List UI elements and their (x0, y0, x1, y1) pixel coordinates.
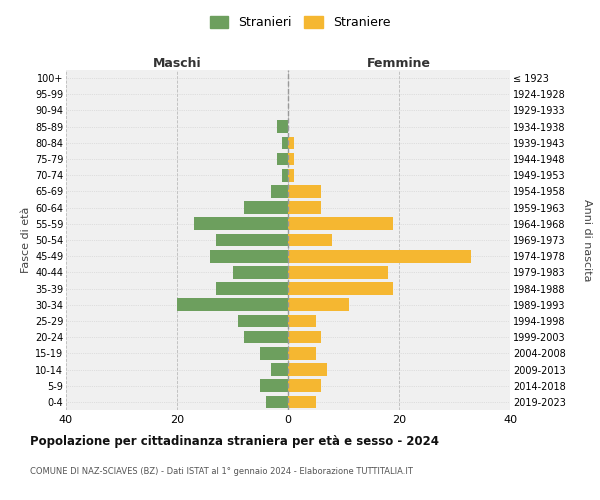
Bar (288, 266, 388, 278)
Bar (277, 120, 288, 133)
Bar (194, 218, 288, 230)
Bar (260, 347, 288, 360)
Legend: Stranieri, Straniere: Stranieri, Straniere (205, 11, 395, 34)
Bar (216, 234, 288, 246)
Bar (288, 298, 349, 311)
Bar (210, 250, 288, 262)
Bar (288, 152, 293, 166)
Bar (260, 380, 288, 392)
Bar (288, 169, 293, 181)
Y-axis label: Fasce di età: Fasce di età (20, 207, 31, 273)
Bar (288, 363, 327, 376)
Bar (288, 282, 394, 295)
Bar (283, 136, 288, 149)
Bar (288, 380, 322, 392)
Text: Popolazione per cittadinanza straniera per età e sesso - 2024: Popolazione per cittadinanza straniera p… (30, 435, 439, 448)
Text: Maschi: Maschi (152, 57, 202, 70)
Bar (288, 185, 322, 198)
Bar (288, 218, 394, 230)
Bar (177, 298, 288, 311)
Bar (283, 169, 288, 181)
Bar (266, 396, 288, 408)
Bar (288, 234, 332, 246)
Bar (271, 185, 288, 198)
Bar (288, 136, 293, 149)
Bar (216, 282, 288, 295)
Bar (244, 202, 288, 214)
Bar (288, 250, 471, 262)
Bar (288, 347, 316, 360)
Bar (277, 152, 288, 166)
Text: Femmine: Femmine (367, 57, 431, 70)
Bar (288, 314, 316, 328)
Bar (244, 331, 288, 344)
Bar (233, 266, 288, 278)
Bar (288, 202, 322, 214)
Bar (238, 314, 288, 328)
Bar (271, 363, 288, 376)
Text: COMUNE DI NAZ-SCIAVES (BZ) - Dati ISTAT al 1° gennaio 2024 - Elaborazione TUTTIT: COMUNE DI NAZ-SCIAVES (BZ) - Dati ISTAT … (30, 468, 413, 476)
Bar (288, 331, 322, 344)
Y-axis label: Anni di nascita: Anni di nascita (583, 198, 592, 281)
Bar (288, 396, 316, 408)
